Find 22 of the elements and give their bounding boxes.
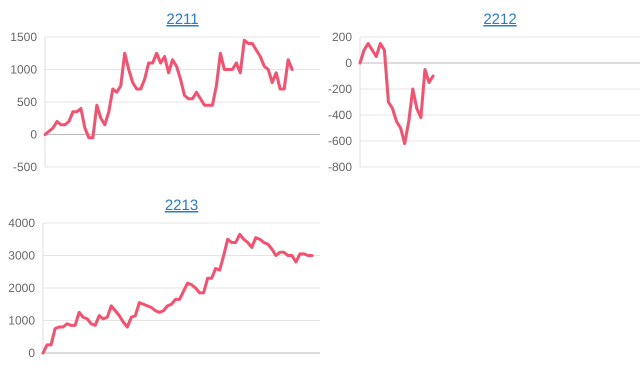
y-tick-label: 1500: [10, 30, 38, 44]
line-series: [44, 38, 294, 140]
y-tick-label: 1000: [10, 62, 38, 77]
y-tick-label: 0: [28, 346, 36, 360]
y-tick-label: -500: [12, 160, 38, 174]
y-tick-label: -400: [328, 108, 352, 122]
y-tick-label: 0: [30, 128, 38, 142]
chart-title: 2211: [166, 11, 199, 28]
y-tick-label: 200: [332, 30, 352, 44]
y-tick-label: -200: [328, 82, 352, 96]
y-tick-label: -800: [328, 160, 352, 174]
y-tick-label: -600: [328, 134, 352, 148]
chart-title: 2212: [483, 11, 517, 28]
y-tick-label: 500: [16, 95, 38, 110]
y-tick-label: 2000: [8, 281, 36, 296]
line-series: [358, 42, 435, 146]
chart-title: 2213: [164, 197, 198, 214]
y-tick-label: 3000: [8, 248, 36, 263]
y-tick-label: 1000: [8, 314, 36, 328]
y-tick-label: 4000: [8, 216, 36, 230]
y-tick-label: 0: [345, 56, 352, 70]
line-series: [42, 232, 314, 354]
